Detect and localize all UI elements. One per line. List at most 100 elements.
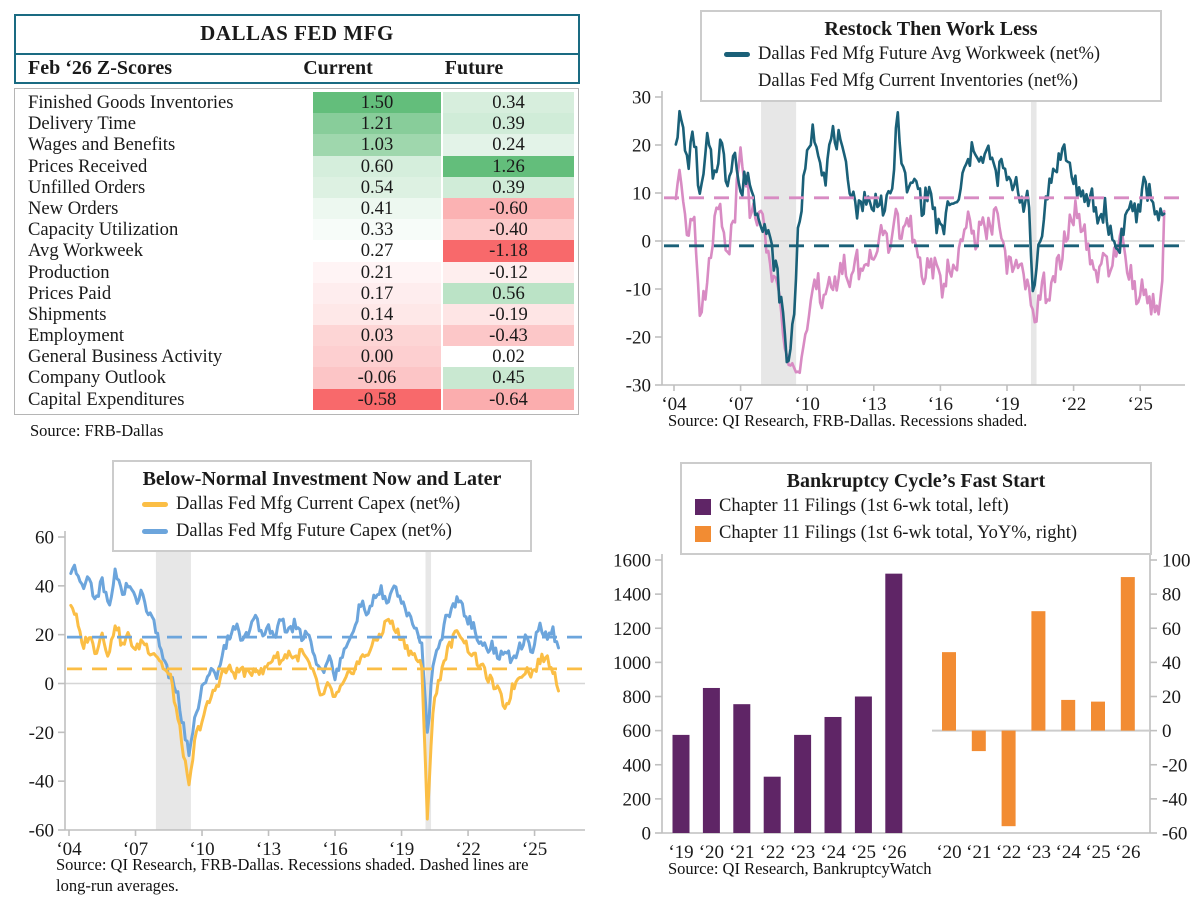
bar [971, 730, 986, 752]
table-row: Avg Workweek 0.27 -1.18 [15, 240, 578, 262]
axis-tick-label: ‘19 [668, 842, 693, 863]
axis-tick-label: -40 [1162, 789, 1187, 810]
axis-tick-label: ‘24 [820, 842, 846, 863]
current-zscore-cell: 0.41 [313, 197, 441, 220]
bar [1091, 701, 1105, 731]
axis-tick-label: ‘26 [881, 842, 906, 863]
legend-item: Chapter 11 Filings (1st 6-wk total, left… [695, 493, 1150, 520]
bar [794, 734, 812, 833]
legend-item: Chapter 11 Filings (1st 6-wk total, YoY%… [695, 520, 1150, 547]
future-zscore-cell: 0.45 [443, 367, 574, 389]
current-zscore-cell: 0.14 [313, 303, 441, 326]
axis-tick-label: ‘24 [1056, 842, 1082, 863]
axis-tick-label: 600 [623, 721, 652, 742]
bankruptcy-chart: 0 200 400 600 800 1000 1200 1400 1600 -60 -40 -20 0 2… [613, 551, 1191, 864]
table-body: Finished Goods Inventories 1.50 0.34 Delive… [14, 88, 579, 415]
bar [763, 776, 781, 833]
row-end-pad [574, 219, 578, 240]
axis-tick-label: 200 [623, 789, 652, 810]
row-end-pad [574, 156, 578, 177]
future-zscore-cell: 0.02 [443, 346, 574, 368]
future-zscore-cell: 0.34 [443, 92, 574, 114]
bankruptcy-chart-title: Bankruptcy Cycle’s Fast Start [786, 470, 1046, 492]
axis-tick-label: 0 [642, 232, 652, 253]
workweek-inventories-chart: -30 -20 -10 0 10 20 30 ‘04 ‘07 ‘10 ‘13 ‘16 ‘19 ‘22 ‘25 [626, 88, 1185, 415]
axis-tick-label: ‘04 [661, 394, 687, 415]
axis-tick-label: 1000 [613, 653, 651, 674]
current-zscore-cell: 0.60 [313, 155, 441, 177]
table-row: Prices Received 0.60 1.26 [15, 155, 578, 177]
current-zscore-cell: 0.33 [313, 219, 441, 241]
future-zscore-cell: 0.39 [443, 176, 574, 199]
table-row: Finished Goods Inventories 1.50 0.34 [15, 92, 578, 114]
series-line [69, 603, 560, 821]
capex-chart-title: Below-Normal Investment Now and Later [142, 468, 502, 490]
workweek-legend: Restock Then Work Less Dallas Fed Mfg Fu… [700, 10, 1162, 102]
table-row: Production 0.21 -0.12 [15, 261, 578, 283]
future-zscore-cell: 0.39 [443, 113, 574, 135]
axis-tick-label: ‘19 [389, 839, 414, 860]
legend-item: Dallas Fed Mfg Current Capex (net%) [142, 491, 530, 518]
table-row: Company Outlook -0.06 0.45 [15, 367, 578, 389]
table-row: General Business Activity 0.00 0.02 [15, 346, 578, 368]
current-zscore-cell: 0.21 [313, 261, 441, 283]
row-end-pad [574, 177, 578, 198]
current-zscore-cell: 1.50 [313, 92, 441, 114]
future-zscore-cell: -0.64 [443, 388, 574, 411]
row-label: Employment [28, 325, 125, 347]
row-end-pad [574, 325, 578, 346]
axis-tick-label: ‘23 [790, 842, 815, 863]
table-column-headers: Feb ‘26 Z-Scores Current Future [16, 55, 578, 82]
axis-tick-label: -20 [29, 723, 54, 744]
axis-tick-label: -60 [1162, 824, 1187, 845]
row-end-pad [574, 262, 578, 283]
table-source: Source: FRB-Dallas [30, 421, 164, 440]
axis-tick-label: 1200 [613, 619, 651, 640]
axis-tick-label: -10 [626, 280, 651, 301]
table-row: Delivery Time 1.21 0.39 [15, 113, 578, 135]
legend-item: Dallas Fed Mfg Current Inventories (net%… [724, 68, 1160, 95]
table-title: DALLAS FED MFG [200, 21, 394, 45]
row-end-pad [574, 134, 578, 155]
legend-label: Chapter 11 Filings (1st 6-wk total, YoY%… [719, 523, 1078, 543]
axis-tick-label: ‘10 [795, 394, 820, 415]
capex-legend: Below-Normal Investment Now and Later Da… [112, 460, 532, 552]
axis-tick-label: -40 [29, 772, 54, 793]
row-label: Unfilled Orders [28, 176, 146, 198]
table-row: Unfilled Orders 0.54 0.39 [15, 176, 578, 199]
axis-tick-label: ‘04 [56, 839, 82, 860]
capex-source: Source: QI Research, FRB-Dallas. Recessi… [56, 855, 529, 895]
legend-marker-icon [695, 525, 711, 542]
bar [1031, 611, 1046, 731]
axis-tick-label: ‘25 [522, 839, 547, 860]
row-label: Shipments [28, 303, 107, 325]
row-end-pad [574, 367, 578, 388]
row-label: Wages and Benefits [28, 134, 176, 156]
axis-tick-label: ‘21 [729, 842, 754, 863]
legend-label: Dallas Fed Mfg Current Inventories (net%… [758, 71, 1079, 91]
series-line [69, 563, 560, 758]
workweek-chart-title: Restock Then Work Less [824, 18, 1038, 40]
legend-marker-icon [724, 52, 750, 57]
row-end-pad [574, 113, 578, 134]
axis-tick-label: 40 [1162, 653, 1181, 674]
axis-tick-label: ‘07 [123, 839, 148, 860]
row-label: Capital Expenditures [28, 388, 185, 410]
future-zscore-cell: 1.26 [443, 155, 574, 177]
legend-label: Dallas Fed Mfg Future Avg Workweek (net%… [758, 44, 1101, 64]
axis-tick-label: ‘22 [996, 842, 1021, 863]
current-zscore-cell: 0.54 [313, 176, 441, 199]
table-row: Wages and Benefits 1.03 0.24 [15, 134, 578, 156]
axis-tick-label: ‘25 [1085, 842, 1110, 863]
table-row: New Orders 0.41 -0.60 [15, 197, 578, 220]
row-label: Finished Goods Inventories [28, 92, 234, 113]
axis-tick-label: ‘07 [728, 394, 753, 415]
table-header-label: Feb ‘26 Z-Scores [28, 57, 173, 79]
axis-tick-label: ‘19 [994, 394, 1019, 415]
future-zscore-cell: -1.18 [443, 240, 574, 262]
table-header-future: Future [444, 57, 504, 79]
legend-marker-icon [142, 502, 168, 507]
row-label: Prices Received [28, 155, 148, 177]
axis-tick-label: 0 [45, 674, 55, 695]
legend-marker-icon [695, 498, 711, 515]
